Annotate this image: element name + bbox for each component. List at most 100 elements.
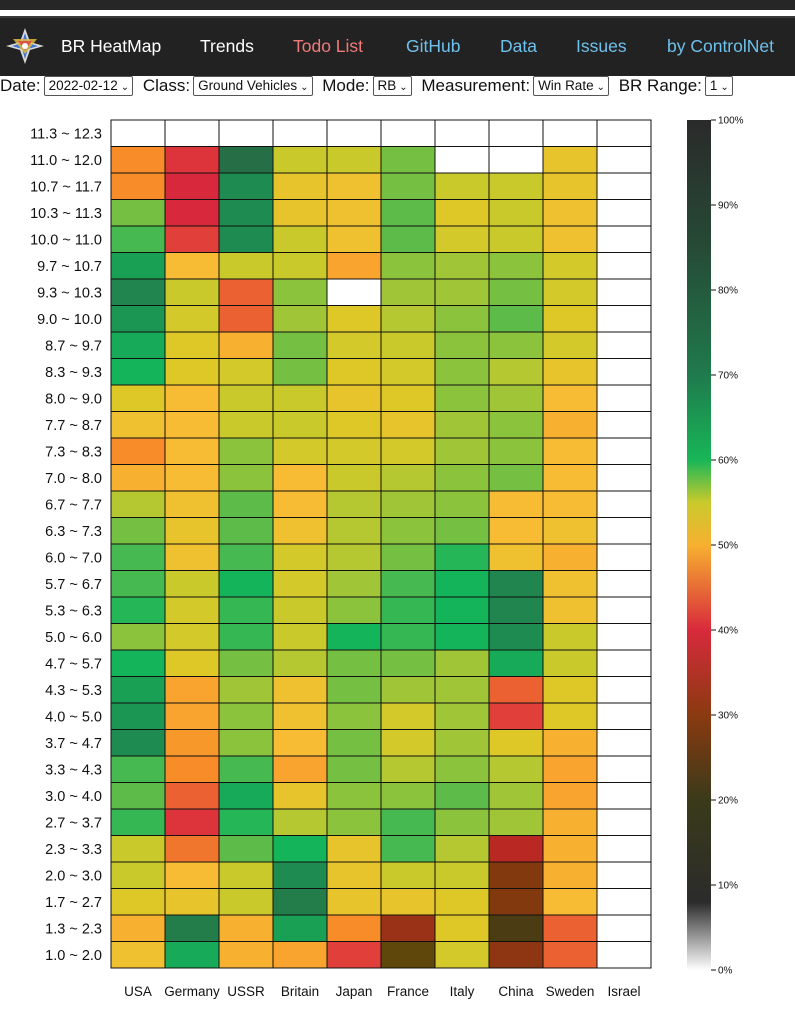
heatmap-cell[interactable] <box>164 623 220 651</box>
heatmap-cell[interactable] <box>272 676 328 704</box>
heatmap-cell[interactable] <box>488 172 544 200</box>
nav-issues[interactable]: Issues <box>576 36 627 56</box>
heatmap-cell[interactable] <box>380 941 436 969</box>
nav-by-controlnet[interactable]: by ControlNet <box>667 36 774 56</box>
heatmap-cell[interactable] <box>380 146 436 174</box>
heatmap-cell[interactable] <box>488 199 544 227</box>
heatmap-cell[interactable] <box>110 278 166 306</box>
heatmap-cell[interactable] <box>380 384 436 412</box>
heatmap-cell[interactable] <box>434 941 490 969</box>
heatmap-cell[interactable] <box>110 146 166 174</box>
heatmap-cell[interactable] <box>110 861 166 889</box>
heatmap-cell[interactable] <box>218 305 274 333</box>
heatmap-cell[interactable] <box>110 172 166 200</box>
heatmap-cell[interactable] <box>164 835 220 863</box>
heatmap-cell[interactable] <box>164 861 220 889</box>
heatmap-cell[interactable] <box>596 331 652 359</box>
heatmap-cell[interactable] <box>110 888 166 916</box>
heatmap-cell[interactable] <box>164 252 220 280</box>
heatmap-cell[interactable] <box>326 570 382 598</box>
heatmap-cell[interactable] <box>596 755 652 783</box>
heatmap-cell[interactable] <box>164 437 220 465</box>
heatmap-cell[interactable] <box>596 782 652 810</box>
heatmap-cell[interactable] <box>488 358 544 386</box>
heatmap-cell[interactable] <box>326 199 382 227</box>
heatmap-cell[interactable] <box>380 199 436 227</box>
heatmap-cell[interactable] <box>164 119 220 147</box>
heatmap-cell[interactable] <box>596 543 652 571</box>
class-select[interactable]: Ground Vehicles ⌄ <box>193 76 313 96</box>
heatmap-cell[interactable] <box>272 835 328 863</box>
heatmap-cell[interactable] <box>542 861 598 889</box>
heatmap-cell[interactable] <box>272 384 328 412</box>
heatmap-cell[interactable] <box>488 596 544 624</box>
heatmap-cell[interactable] <box>380 888 436 916</box>
heatmap-cell[interactable] <box>380 464 436 492</box>
heatmap-cell[interactable] <box>380 517 436 545</box>
heatmap-cell[interactable] <box>110 490 166 518</box>
heatmap-cell[interactable] <box>164 676 220 704</box>
heatmap-cell[interactable] <box>488 808 544 836</box>
heatmap-cell[interactable] <box>272 199 328 227</box>
heatmap-cell[interactable] <box>488 278 544 306</box>
heatmap-cell[interactable] <box>218 225 274 253</box>
heatmap-cell[interactable] <box>488 755 544 783</box>
heatmap-cell[interactable] <box>272 119 328 147</box>
heatmap-cell[interactable] <box>272 808 328 836</box>
heatmap-cell[interactable] <box>434 358 490 386</box>
heatmap-cell[interactable] <box>218 199 274 227</box>
heatmap-cell[interactable] <box>218 808 274 836</box>
heatmap-cell[interactable] <box>488 464 544 492</box>
heatmap-cell[interactable] <box>326 278 382 306</box>
heatmap-cell[interactable] <box>542 278 598 306</box>
heatmap-cell[interactable] <box>488 543 544 571</box>
heatmap-cell[interactable] <box>542 119 598 147</box>
measurement-select[interactable]: Win Rate ⌄ <box>533 76 609 96</box>
heatmap-cell[interactable] <box>272 464 328 492</box>
heatmap-cell[interactable] <box>164 941 220 969</box>
heatmap-cell[interactable] <box>218 437 274 465</box>
heatmap-cell[interactable] <box>434 119 490 147</box>
heatmap-cell[interactable] <box>434 543 490 571</box>
heatmap-cell[interactable] <box>380 305 436 333</box>
heatmap-cell[interactable] <box>434 729 490 757</box>
heatmap-cell[interactable] <box>380 808 436 836</box>
heatmap-cell[interactable] <box>164 570 220 598</box>
heatmap-cell[interactable] <box>326 517 382 545</box>
heatmap-cell[interactable] <box>218 702 274 730</box>
heatmap-cell[interactable] <box>218 384 274 412</box>
heatmap-cell[interactable] <box>164 649 220 677</box>
heatmap-cell[interactable] <box>218 172 274 200</box>
heatmap-cell[interactable] <box>380 623 436 651</box>
heatmap-cell[interactable] <box>326 490 382 518</box>
heatmap-cell[interactable] <box>272 782 328 810</box>
heatmap-cell[interactable] <box>272 623 328 651</box>
heatmap-cell[interactable] <box>164 702 220 730</box>
heatmap-cell[interactable] <box>272 305 328 333</box>
heatmap-cell[interactable] <box>596 490 652 518</box>
heatmap-cell[interactable] <box>596 358 652 386</box>
heatmap-cell[interactable] <box>542 729 598 757</box>
heatmap-cell[interactable] <box>326 702 382 730</box>
heatmap-cell[interactable] <box>542 490 598 518</box>
heatmap-cell[interactable] <box>488 941 544 969</box>
heatmap-cell[interactable] <box>326 861 382 889</box>
heatmap-cell[interactable] <box>164 146 220 174</box>
heatmap-cell[interactable] <box>488 225 544 253</box>
heatmap-cell[interactable] <box>434 861 490 889</box>
heatmap-cell[interactable] <box>596 941 652 969</box>
heatmap-cell[interactable] <box>110 941 166 969</box>
heatmap-cell[interactable] <box>434 517 490 545</box>
heatmap-cell[interactable] <box>488 490 544 518</box>
heatmap-cell[interactable] <box>272 596 328 624</box>
heatmap-cell[interactable] <box>218 941 274 969</box>
heatmap-cell[interactable] <box>596 384 652 412</box>
heatmap-cell[interactable] <box>110 331 166 359</box>
heatmap-cell[interactable] <box>596 596 652 624</box>
heatmap-cell[interactable] <box>380 835 436 863</box>
heatmap-cell[interactable] <box>542 172 598 200</box>
heatmap-cell[interactable] <box>326 119 382 147</box>
heatmap-cell[interactable] <box>542 411 598 439</box>
heatmap-cell[interactable] <box>218 729 274 757</box>
heatmap-cell[interactable] <box>434 782 490 810</box>
